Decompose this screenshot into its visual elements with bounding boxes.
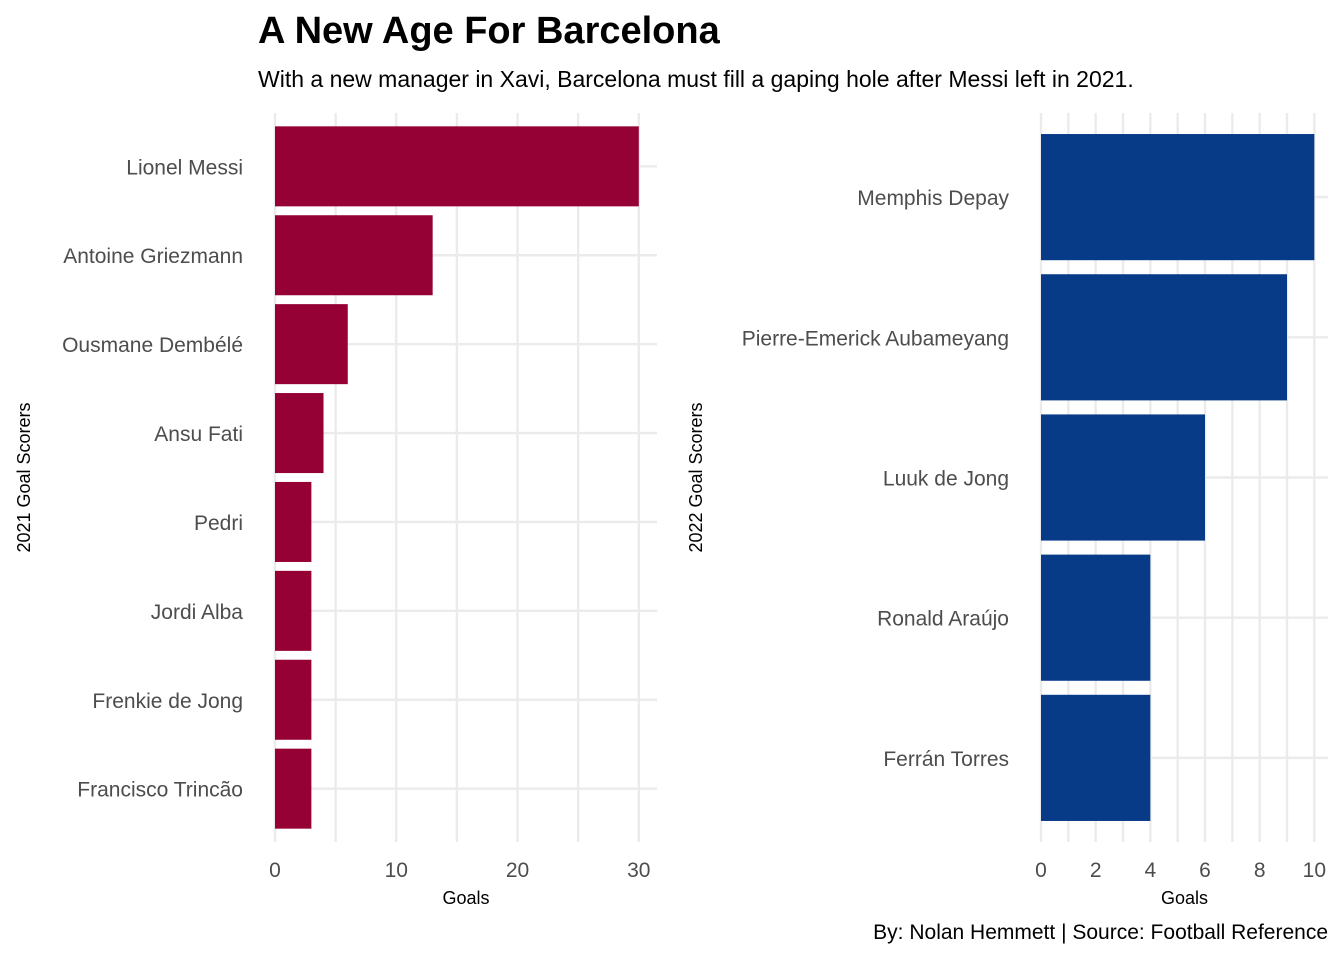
scorers-2022-x-tick-label: 6 <box>1199 859 1211 882</box>
scorers-2022-x-tick-label: 0 <box>1035 859 1047 882</box>
scorers-2022-bar <box>1041 134 1315 261</box>
scorers-2021-category-label: Ousmane Dembélé <box>62 334 243 357</box>
scorers-2022-x-tick-label: 8 <box>1254 859 1266 882</box>
scorers-2022-y-axis-title: 2022 Goal Scorers <box>686 402 706 552</box>
scorers-2021-category-label: Francisco Trincão <box>77 779 243 802</box>
scorers-2022-category-label: Pierre-Emerick Aubameyang <box>742 327 1009 350</box>
scorers-2021-category-label: Pedri <box>194 512 243 535</box>
scorers-2021-bar <box>275 304 348 385</box>
scorers-2021-x-tick-label: 10 <box>385 859 408 882</box>
scorers-2021-category-label: Lionel Messi <box>126 156 243 179</box>
scorers-2022-category-label: Ronald Araújo <box>877 608 1009 631</box>
chart-2021-scorers: 0 10 20 30 Lionel Messi Antoine Griezmann Ousm… <box>14 113 657 908</box>
scorers-2021-category-label: Frenkie de Jong <box>92 690 243 713</box>
scorers-2021-x-tick-label: 20 <box>506 859 529 882</box>
scorers-2021-y-axis-title: 2021 Goal Scorers <box>14 402 34 552</box>
scorers-2022-x-tick-label: 4 <box>1144 859 1156 882</box>
scorers-2021-bar <box>275 481 312 562</box>
scorers-2021-bar <box>275 126 639 207</box>
chart-caption: By: Nolan Hemmett | Source: Football Ref… <box>873 921 1328 944</box>
chart-subtitle: With a new manager in Xavi, Barcelona mu… <box>258 66 1134 92</box>
scorers-2021-bar <box>275 215 433 296</box>
scorers-2022-x-tick-label: 10 <box>1303 859 1326 882</box>
scorers-2022-bar <box>1041 414 1205 541</box>
scorers-2022-category-label: Ferrán Torres <box>883 748 1009 771</box>
scorers-2021-category-label: Antoine Griezmann <box>63 245 243 268</box>
scorers-2021-bar <box>275 393 324 474</box>
scorers-2022-x-tick-label: 2 <box>1090 859 1102 882</box>
scorers-2021-category-label: Ansu Fati <box>154 423 243 446</box>
scorers-2021-category-label: Jordi Alba <box>151 601 244 624</box>
scorers-2022-bar <box>1041 694 1151 821</box>
scorers-2021-x-tick-label: 0 <box>269 859 281 882</box>
scorers-2022-bar <box>1041 554 1151 681</box>
scorers-2022-x-axis-title: Goals <box>1161 888 1208 908</box>
chart-2022-scorers: 0 2 4 6 8 10 Memphis Depay Pierre-Emerick Aubam… <box>686 113 1328 908</box>
scorers-2022-category-label: Luuk de Jong <box>883 468 1009 491</box>
scorers-2021-bar <box>275 659 312 740</box>
scorers-2021-bar <box>275 570 312 651</box>
scorers-2021-bar <box>275 748 312 829</box>
scorers-2021-x-tick-label: 30 <box>627 859 650 882</box>
chart-title: A New Age For Barcelona <box>258 10 720 52</box>
scorers-2021-x-axis-title: Goals <box>442 888 489 908</box>
scorers-2022-category-label: Memphis Depay <box>857 187 1009 210</box>
scorers-2022-bar <box>1041 274 1287 401</box>
